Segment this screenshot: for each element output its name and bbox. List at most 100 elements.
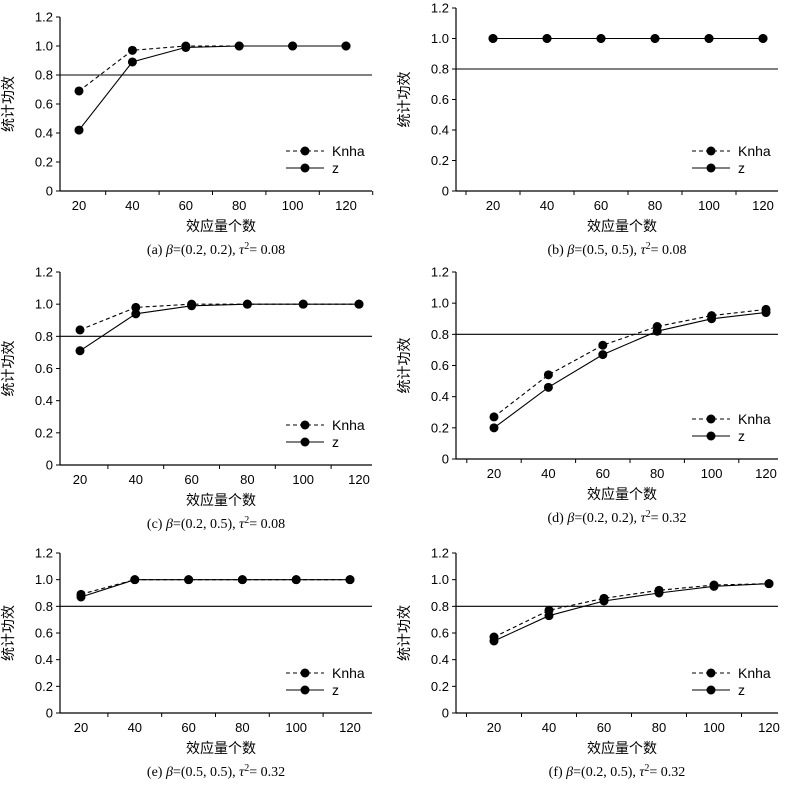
data-point-z (599, 596, 609, 606)
data-point-z (542, 34, 552, 43)
data-point-z (237, 575, 247, 585)
y-tick-label: 0.4 (431, 389, 449, 404)
y-tick-label: 0 (46, 458, 53, 473)
x-tick-label: 20 (73, 472, 87, 487)
series-line-knha (493, 583, 770, 638)
data-point-z (75, 346, 85, 356)
data-point-z (489, 636, 499, 646)
x-tick-label: 100 (703, 720, 725, 735)
legend-label-knha: Knha (332, 665, 365, 681)
y-tick-label: 0.6 (35, 97, 53, 112)
x-tick-label: 120 (335, 198, 357, 213)
data-point-z (704, 34, 714, 43)
legend-marker-z (300, 437, 310, 447)
x-tick-label: 20 (487, 466, 501, 481)
y-tick-label: 0.2 (35, 679, 53, 694)
y-tick-label: 0.2 (431, 153, 449, 168)
legend-marker-knha (706, 146, 716, 156)
x-tick-label: 60 (594, 198, 608, 213)
y-axis-title: 统计功效 (397, 72, 413, 128)
data-point-z (761, 308, 771, 318)
x-tick-label: 20 (74, 720, 88, 735)
y-tick-label: 0.8 (431, 327, 449, 342)
x-tick-label: 80 (235, 720, 249, 735)
y-tick-label: 0.4 (431, 123, 449, 138)
legend-marker-knha (300, 420, 310, 430)
data-point-z (131, 309, 141, 319)
y-tick-label: 1.2 (35, 546, 53, 561)
legend-label-z: z (738, 682, 745, 698)
x-tick-label: 40 (542, 720, 556, 735)
data-point-z (709, 581, 719, 591)
data-point-z (488, 34, 498, 43)
y-tick-label: 0 (442, 184, 449, 199)
data-point-knha (489, 412, 499, 422)
data-point-knha (127, 45, 137, 55)
data-point-z (76, 592, 86, 602)
data-point-z (184, 575, 194, 585)
y-tick-label: 0.6 (35, 626, 53, 641)
x-tick-label: 80 (648, 198, 662, 213)
y-tick-label: 0.2 (35, 425, 53, 440)
y-tick-label: 0.2 (431, 420, 449, 435)
x-tick-label: 40 (540, 198, 554, 213)
data-point-z (181, 42, 191, 52)
data-point-z (354, 299, 364, 309)
x-axis-title: 效应量个数 (186, 492, 256, 509)
data-point-knha (75, 325, 85, 335)
y-tick-label: 0.4 (35, 126, 53, 141)
legend-marker-knha (300, 668, 310, 678)
x-tick-label: 100 (698, 198, 720, 213)
data-point-z (242, 299, 252, 309)
panel-caption: (b) β=(0.5, 0.5), τ2= 0.08 (548, 241, 687, 259)
data-point-knha (598, 340, 608, 350)
y-tick-label: 1.0 (35, 572, 53, 587)
data-point-z (652, 326, 662, 336)
legend-marker-knha (300, 146, 310, 156)
legend-label-z: z (332, 682, 339, 698)
y-tick-label: 0.6 (431, 626, 449, 641)
series-line-z (80, 579, 350, 598)
series-line-knha (493, 308, 767, 418)
data-point-z (345, 575, 355, 585)
legend-marker-z (706, 163, 716, 173)
data-point-z (598, 350, 608, 360)
data-point-z (130, 575, 140, 585)
legend-marker-z (300, 163, 310, 173)
legend-marker-z (706, 431, 716, 441)
series-line-z (78, 45, 346, 131)
x-tick-label: 80 (240, 472, 254, 487)
data-point-z (187, 301, 197, 311)
y-tick-label: 1.0 (431, 296, 449, 311)
x-tick-label: 60 (179, 198, 193, 213)
x-tick-label: 40 (129, 472, 143, 487)
series-line-knha (80, 579, 350, 595)
y-tick-label: 0.8 (35, 599, 53, 614)
y-tick-label: 0.2 (35, 155, 53, 170)
y-tick-label: 0.4 (35, 393, 53, 408)
legend-label-knha: Knha (738, 143, 771, 159)
y-tick-label: 1.0 (431, 572, 449, 587)
series-line-z (493, 311, 767, 429)
x-tick-label: 120 (348, 472, 370, 487)
legend-marker-knha (706, 668, 716, 678)
y-tick-label: 0 (46, 706, 53, 721)
data-point-knha (131, 302, 141, 312)
y-tick-label: 0.4 (35, 652, 53, 667)
panel-caption: (d) β=(0.2, 0.2), τ2= 0.32 (548, 509, 687, 527)
data-point-z (544, 611, 554, 621)
y-tick-label: 0.2 (431, 679, 449, 694)
legend-label-knha: Knha (738, 665, 771, 681)
data-point-z (127, 57, 137, 67)
y-tick-label: 1.2 (431, 1, 449, 16)
data-point-z (758, 34, 768, 43)
y-tick-label: 0.6 (35, 361, 53, 376)
x-tick-label: 60 (181, 720, 195, 735)
y-tick-label: 1.2 (35, 10, 53, 25)
x-axis-title: 效应量个数 (186, 740, 256, 757)
x-tick-label: 120 (758, 720, 780, 735)
